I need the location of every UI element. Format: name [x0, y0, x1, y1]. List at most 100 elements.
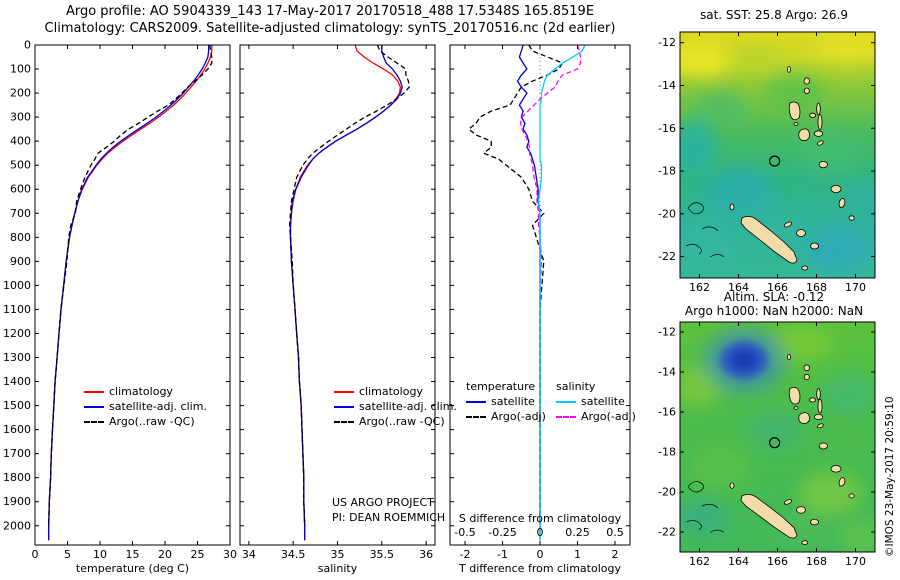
svg-text:164: 164: [728, 281, 749, 294]
svg-text:35: 35: [331, 548, 345, 561]
svg-text:-20: -20: [658, 207, 676, 220]
svg-text:2000: 2000: [3, 519, 31, 532]
climatology-line: [289, 44, 402, 541]
svg-text:200: 200: [10, 87, 31, 100]
t-diff-argo-line: [467, 44, 564, 526]
svg-text:1000: 1000: [3, 279, 31, 292]
legend-line-sample: [84, 406, 104, 408]
svg-text:T difference from climatology: T difference from climatology: [458, 562, 621, 575]
svg-text:1: 1: [574, 548, 581, 561]
argo-position-marker: [769, 155, 781, 167]
svg-text:400: 400: [10, 135, 31, 148]
svg-text:35.5: 35.5: [370, 548, 395, 561]
sst-map-title: sat. SST: 25.8 Argo: 26.9: [699, 8, 849, 22]
salinity-legend: climatology satellite-adj. clim. Argo(..ra…: [334, 384, 457, 429]
svg-text:1100: 1100: [3, 303, 31, 316]
sst-warm-cool-patches: [680, 32, 875, 272]
page-title: Argo profile: AO 5904339_143 17-May-2017…: [65, 4, 595, 19]
svg-text:162: 162: [689, 281, 710, 294]
legend-entry: Argo(..raw -QC): [334, 414, 457, 429]
temperature-profile-panel: 0 5 10 15 20 25 300100200300400500600700800900…: [3, 39, 237, 576]
svg-text:162: 162: [689, 555, 710, 568]
svg-text:-22: -22: [658, 250, 676, 263]
svg-text:-12: -12: [658, 36, 676, 49]
svg-text:1800: 1800: [3, 471, 31, 484]
svg-text:-18: -18: [658, 165, 676, 178]
t-diff-satellite-line: [516, 44, 541, 541]
svg-text:500: 500: [10, 159, 31, 172]
svg-text:1900: 1900: [3, 495, 31, 508]
legend-line-sample: [84, 391, 104, 393]
satellite-adj-clim-line: [48, 45, 210, 541]
svg-text:temperature (deg C): temperature (deg C): [76, 562, 189, 575]
svg-text:-22: -22: [658, 526, 676, 539]
profile-panels-canvas: 0 5 10 15 20 25 300100200300400500600700800900…: [3, 39, 631, 576]
svg-text:-0.5: -0.5: [454, 526, 475, 539]
svg-text:-2: -2: [460, 548, 471, 561]
svg-text:600: 600: [10, 183, 31, 196]
legend-line-sample: [334, 391, 354, 393]
diff-temperature-legend: temperature satellite Argo(-adj): [466, 379, 546, 424]
svg-text:1300: 1300: [3, 351, 31, 364]
legend-line-sample: [556, 416, 576, 418]
svg-text:-0.25: -0.25: [488, 526, 516, 539]
svg-text:-18: -18: [658, 446, 676, 459]
argo-raw-line: [48, 44, 213, 526]
sla-field: [680, 322, 875, 552]
svg-text:1500: 1500: [3, 399, 31, 412]
legend-line-sample: [466, 401, 486, 403]
difference-profile-panel: -2 -1 0 1 2 -0.5 -0.25 0 0.25 0.5 T difference fro…: [449, 44, 631, 575]
svg-text:0: 0: [537, 526, 544, 539]
credit-text: ©IMOS 23-May-2017 20:59:10: [884, 396, 896, 557]
argo-position-marker: [769, 437, 781, 449]
land-features: [685, 66, 855, 271]
legend-entry: satellite: [556, 394, 636, 409]
sla-map-axes: 162 164 166 168 170 -12 -14 -16 -18 -20 -22: [658, 321, 876, 568]
sst-map: 162 164 166 168 170 -12 -14 -16 -18 -20 -22: [658, 31, 876, 294]
svg-text:-16: -16: [658, 406, 676, 419]
legend-header: temperature: [466, 380, 536, 393]
pi-annotation: PI: DEAN ROEMMICH: [332, 511, 446, 524]
legend-entry: climatology: [84, 384, 207, 399]
svg-text:900: 900: [10, 255, 31, 268]
legend-entry: satellite-adj. clim.: [334, 399, 457, 414]
svg-text:0: 0: [32, 548, 39, 561]
svg-text:0: 0: [537, 548, 544, 561]
svg-text:-14: -14: [658, 366, 676, 379]
svg-text:1600: 1600: [3, 423, 31, 436]
project-annotation: US ARGO PROJECT: [332, 496, 434, 509]
legend-line-sample: [334, 406, 354, 408]
svg-text:34: 34: [242, 548, 256, 561]
sla-anomaly-patches: [680, 326, 875, 552]
sst-field: [680, 32, 875, 278]
svg-text:2: 2: [612, 548, 619, 561]
svg-text:10: 10: [93, 548, 107, 561]
svg-text:-12: -12: [658, 326, 676, 339]
salinity-profile-panel: 34 34.5 35 35.5 36 salinity: [239, 44, 436, 575]
svg-text:-20: -20: [658, 486, 676, 499]
svg-text:0.5: 0.5: [606, 526, 624, 539]
svg-text:0: 0: [24, 39, 31, 52]
svg-text:100: 100: [10, 63, 31, 76]
page-subtitle: Climatology: CARS2009. Satellite-adjuste…: [44, 21, 616, 36]
reef-contours: [685, 202, 725, 258]
legend-entry: Argo(-adj): [466, 409, 546, 424]
svg-text:30: 30: [223, 548, 237, 561]
legend-line-sample: [556, 401, 576, 403]
diff-salinity-legend: salinity satellite Argo(-adj): [556, 379, 636, 424]
legend-entry: climatology: [334, 384, 457, 399]
svg-text:1700: 1700: [3, 447, 31, 460]
svg-text:-1: -1: [497, 548, 508, 561]
svg-text:164: 164: [728, 555, 749, 568]
svg-text:700: 700: [10, 207, 31, 220]
s-diff-satellite-line: [537, 44, 586, 541]
svg-text:5: 5: [64, 548, 71, 561]
svg-text:168: 168: [806, 281, 827, 294]
svg-text:1400: 1400: [3, 375, 31, 388]
svg-text:25: 25: [191, 548, 205, 561]
argo-raw-line: [288, 44, 410, 526]
legend-entry: satellite-adj. clim.: [84, 399, 207, 414]
s-diff-argo-line: [519, 44, 582, 526]
svg-text:170: 170: [845, 281, 866, 294]
